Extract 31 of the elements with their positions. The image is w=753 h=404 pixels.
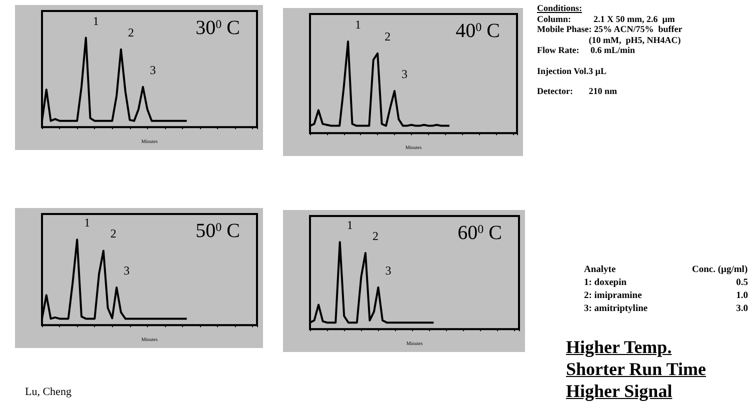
text: 1.0 [735,290,748,303]
text: 1 [84,216,90,230]
annotation: 2 [372,228,378,243]
text: 1 [355,17,362,32]
text: Higher Temp. [566,336,673,358]
annotation: 3 [401,66,408,81]
text: Higher Signal [566,380,674,402]
text: Flow Rate: 0.6 mL/min [537,45,636,56]
text: Detector: 210 nm [537,86,618,96]
annotation: 3 [385,263,392,278]
annotation: 2 [128,25,134,40]
text: 0.5 [735,277,748,290]
text: Conditions: [537,3,584,14]
annotation: 3 [150,62,156,77]
text: 3.0 [735,303,748,316]
text: 1 [92,14,99,28]
text: 2: imipramine [584,290,643,303]
text: (10 mM, pH5, NH4AC) [588,34,682,45]
text: Shorter Run Time [566,358,708,380]
text: 3: amitriptyline [584,303,649,316]
text: Conc. (µg/ml) [691,264,748,277]
text: 1 [346,218,353,232]
text: 1: doxepin [584,277,628,290]
text: Analyte [584,264,617,277]
text: Lu, Cheng [25,386,72,398]
annotation: 2 [384,29,391,44]
text: Injection Vol.3 µL [537,66,608,76]
annotation: 2 [110,226,116,241]
text: Column: 2.1 X 50 mm, 2.6 µm [537,14,676,24]
text: Mobile Phase: 25% ACN/75% buffer [537,24,684,34]
annotation: 3 [124,263,130,278]
